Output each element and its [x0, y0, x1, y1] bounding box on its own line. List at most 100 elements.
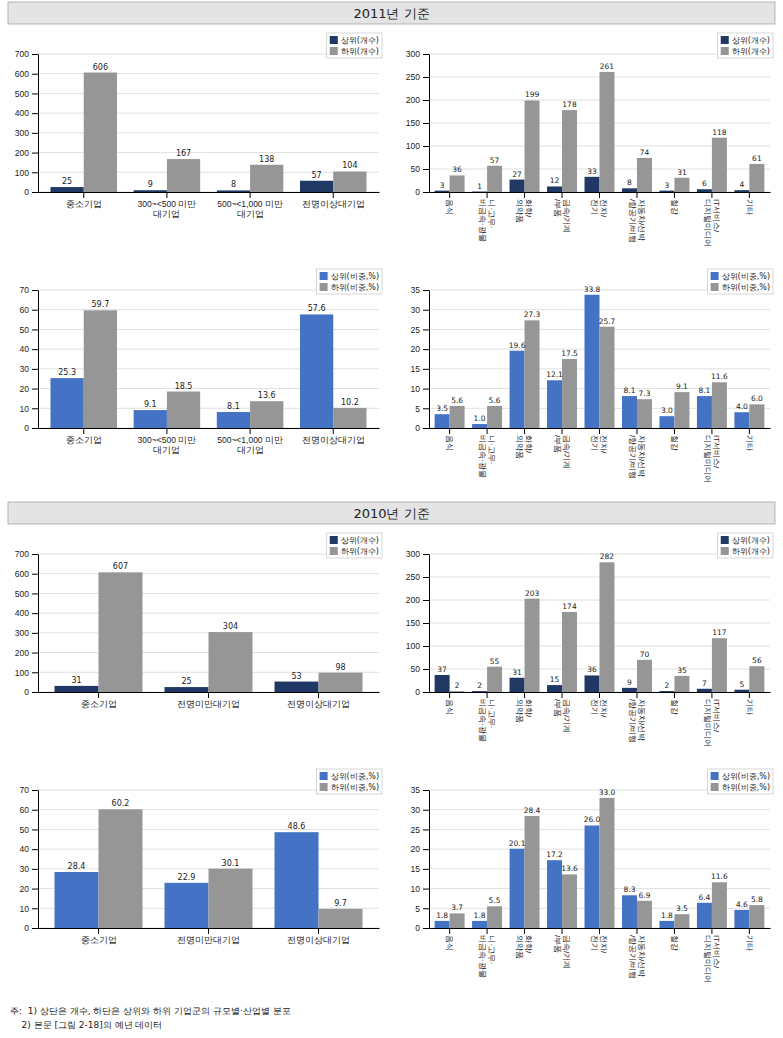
y-tick: 5 — [415, 904, 429, 914]
y-tick: 100 — [406, 141, 429, 151]
y-tick-label: 20 — [20, 384, 30, 394]
x-tick-label-line: 금속/기계 — [562, 435, 571, 469]
bar — [450, 175, 465, 192]
data-label: 48.6 — [288, 822, 306, 831]
bar — [217, 412, 250, 428]
bar — [55, 686, 99, 692]
y-axis-line — [38, 291, 39, 429]
x-tick-label: 전자/전기 — [590, 199, 608, 218]
x-tick: 전명미만대기업 — [177, 692, 240, 709]
x-tick-label: 니·고무·비금속·광물 — [478, 199, 496, 242]
legend-item: 상위(개수) — [721, 36, 770, 45]
bar — [472, 191, 487, 192]
data-label: 606 — [93, 63, 108, 72]
y-tick-mark — [423, 692, 429, 693]
legend-item: 하위(개수) — [721, 547, 770, 556]
legend-item: 상위(비중,%) — [711, 772, 770, 781]
y-tick: 35 — [411, 785, 429, 795]
bar — [450, 691, 465, 692]
x-tick-label: 음식 — [445, 199, 454, 215]
bar — [712, 882, 727, 928]
legend-item: 상위(개수) — [330, 536, 379, 545]
x-tick-mark — [711, 928, 712, 934]
y-tick: 0 — [24, 187, 38, 197]
y-tick-label: 100 — [406, 641, 420, 651]
bar — [659, 691, 674, 692]
bar — [275, 832, 319, 928]
bars — [435, 72, 765, 192]
bar — [547, 685, 562, 692]
x-tick-label-line: 금속/기계 — [562, 699, 571, 733]
x-tick-label-line: 철강 — [670, 199, 679, 215]
bar-chart: 음식니·고무·비금속·광물화학/의약품금속/기계/부품전자/전기자동차/선박/항… — [411, 269, 773, 483]
legend-label: 상위(비중,%) — [331, 772, 379, 781]
bar — [435, 414, 450, 428]
legend-label: 상위(개수) — [732, 536, 770, 545]
x-tick-label: 중소기업 — [81, 699, 117, 709]
x-tick-label-line: 전명이상대기업 — [287, 699, 350, 709]
x-tick-label-line: 대기업 — [153, 445, 180, 455]
bar-chart: 음식니·고무·비금속·광물화학/의약품금속/기계/부품전자/전기자동차/선박/항… — [406, 33, 773, 247]
bar — [697, 689, 712, 692]
x-tick-label-line: 500~<1,000 미만 — [217, 435, 283, 445]
x-tick-label-line: 전자/ — [599, 435, 608, 454]
bar — [165, 687, 209, 692]
legend: 상위(비중,%) 하위(비중,%) — [708, 769, 773, 794]
y-tick: 500 — [15, 589, 38, 599]
x-tick-mark — [749, 428, 750, 434]
y-tick-mark — [32, 908, 38, 909]
data-label: 2 — [477, 681, 482, 690]
section-title-bar: 2010년 기준 — [8, 502, 775, 524]
data-label: 2 — [665, 681, 670, 690]
x-tick: 철강 — [670, 692, 679, 715]
bar — [585, 177, 600, 192]
grid-line — [38, 309, 379, 310]
x-tick: 전자/전기 — [590, 192, 608, 218]
x-tick-label: 음식 — [445, 699, 454, 715]
legend-label: 하위(비중,%) — [722, 783, 770, 792]
section-title-background — [8, 2, 775, 24]
x-tick: 전명이상대기업 — [302, 192, 365, 209]
bars — [435, 295, 765, 428]
x-tick-label-line: 철강 — [670, 935, 679, 951]
y-tick: 600 — [15, 569, 38, 579]
y-tick: 100 — [406, 641, 429, 651]
y-tick-mark — [32, 613, 38, 614]
x-tick-label: 기타 — [745, 935, 754, 951]
x-tick: 중소기업 — [66, 428, 102, 445]
section-title: 2010년 기준 — [353, 506, 429, 521]
y-tick-mark — [423, 310, 429, 311]
section-title-bar: 2011년 기준 — [8, 2, 775, 24]
bar — [585, 675, 600, 692]
y-tick: 0 — [415, 423, 429, 433]
data-label: 3 — [665, 181, 670, 190]
data-labels: 25.39.18.157.659.718.513.610.2 — [58, 300, 359, 411]
bar — [697, 903, 712, 928]
bar — [637, 901, 652, 928]
y-tick: 10 — [20, 404, 38, 414]
y-tick: 25 — [411, 825, 429, 835]
x-tick-label: IT서비스/디지털미디어 — [703, 199, 721, 247]
bar — [674, 914, 689, 928]
x-tick: 음식 — [445, 692, 454, 715]
data-label: 17.5 — [561, 349, 578, 358]
bar — [333, 171, 366, 192]
legend-label: 하위(비중,%) — [722, 283, 770, 292]
y-tick-label: 700 — [15, 49, 29, 59]
bar — [134, 410, 167, 428]
x-tick-label: 자동차/선박/항공기/비행 — [628, 699, 646, 743]
y-tick-mark — [423, 810, 429, 811]
y-tick-mark — [423, 829, 429, 830]
bar — [734, 190, 749, 192]
y-tick: 600 — [15, 69, 38, 79]
data-label: 74 — [640, 148, 650, 157]
legend-swatch — [320, 283, 328, 291]
legend-swatch — [721, 36, 729, 44]
y-tick: 20 — [20, 884, 38, 894]
y-tick-label: 300 — [406, 549, 420, 559]
bar — [659, 416, 674, 428]
y-tick-label: 0 — [415, 187, 420, 197]
bar — [585, 295, 600, 428]
x-tick-label: 철강 — [670, 935, 679, 951]
y-tick: 200 — [15, 648, 38, 658]
